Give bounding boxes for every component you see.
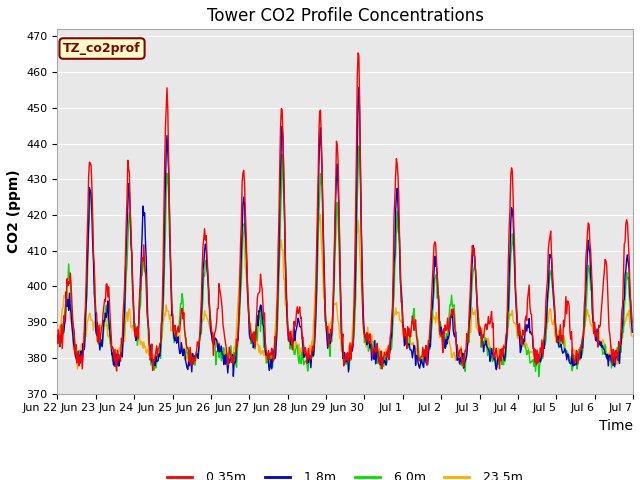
Text: TZ_co2prof: TZ_co2prof <box>63 42 141 55</box>
X-axis label: Time: Time <box>599 419 633 433</box>
Title: Tower CO2 Profile Concentrations: Tower CO2 Profile Concentrations <box>207 7 484 25</box>
Legend:  0.35m,  1.8m,  6.0m,  23.5m: 0.35m, 1.8m, 6.0m, 23.5m <box>162 467 529 480</box>
Y-axis label: CO2 (ppm): CO2 (ppm) <box>7 169 21 253</box>
